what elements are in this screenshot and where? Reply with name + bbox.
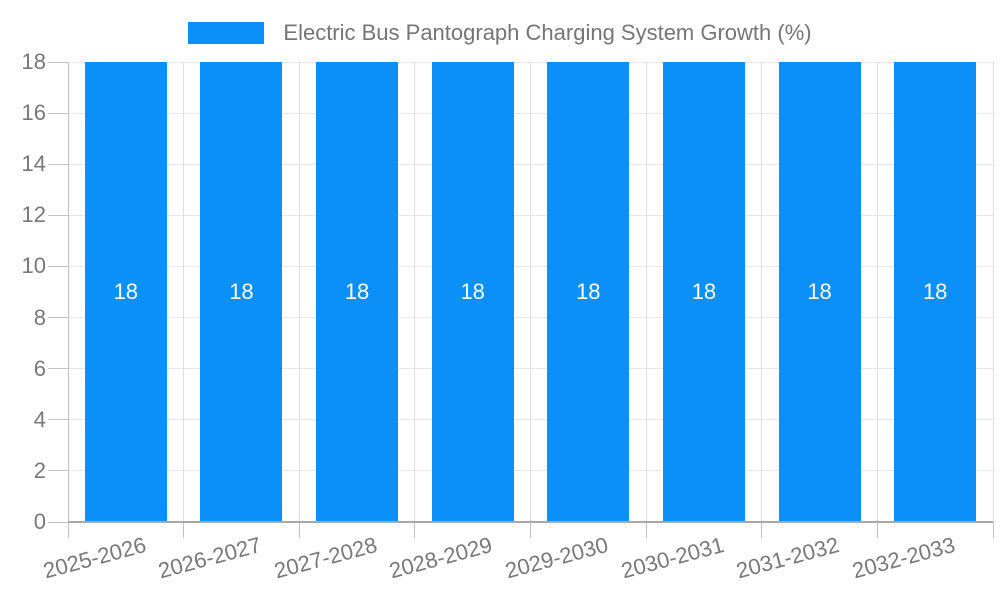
y-tick-label: 8 — [33, 304, 46, 330]
gridline-vertical — [761, 62, 763, 522]
x-tick-mark — [530, 522, 531, 538]
bar-value-label: 18 — [460, 279, 485, 304]
bar-value-label: 18 — [922, 279, 948, 304]
bar[interactable]: 18 — [662, 62, 745, 522]
y-tick-mark — [48, 163, 68, 165]
x-tick-mark — [876, 522, 878, 538]
gridline-vertical — [530, 62, 531, 522]
y-axis-line — [67, 62, 69, 522]
x-tick-label: 2032-2033 — [849, 532, 958, 584]
y-tick-label: 12 — [21, 202, 46, 228]
gridline-vertical — [183, 62, 185, 522]
legend-label: Electric Bus Pantograph Charging System … — [283, 20, 812, 45]
bar[interactable]: 18 — [316, 62, 399, 522]
y-tick-mark — [48, 265, 68, 267]
bar-value-label: 18 — [229, 279, 254, 304]
x-tick-label: 2030-2031 — [618, 532, 727, 584]
y-tick-label: 14 — [21, 151, 46, 177]
gridline-vertical — [414, 62, 416, 522]
bar-value-label: 18 — [576, 279, 601, 304]
x-tick-label: 2026-2027 — [155, 532, 264, 584]
x-tick-label: 2027-2028 — [271, 532, 380, 584]
y-tick-mark — [48, 61, 68, 63]
x-tick-label: 2025-2026 — [40, 532, 149, 584]
y-tick-mark — [48, 521, 68, 523]
y-tick-mark — [48, 317, 68, 319]
gridline-vertical — [298, 62, 300, 522]
x-tick-mark — [414, 522, 416, 538]
bar-value-label: 18 — [113, 279, 139, 304]
y-tick-label: 6 — [33, 355, 46, 381]
x-axis-line — [68, 521, 993, 523]
y-tick-mark — [48, 470, 68, 472]
bar[interactable]: 18 — [431, 62, 514, 522]
x-tick-mark — [645, 522, 647, 538]
y-tick-mark — [48, 214, 68, 216]
y-tick-label: 10 — [21, 253, 46, 279]
y-tick-mark — [48, 419, 68, 421]
bar[interactable]: 18 — [778, 62, 861, 522]
x-tick-mark — [761, 522, 763, 538]
y-tick-mark — [48, 112, 68, 114]
bar[interactable]: 18 — [200, 62, 283, 522]
y-tick-label: 4 — [33, 406, 46, 432]
bar[interactable]: 18 — [547, 62, 630, 522]
bar-value-label: 18 — [344, 279, 370, 304]
x-tick-mark — [992, 522, 994, 538]
gridline-vertical — [876, 62, 878, 522]
x-tick-mark — [298, 522, 300, 538]
x-tick-mark — [67, 522, 69, 538]
y-tick-label: 2 — [33, 457, 46, 483]
gridline-vertical — [645, 62, 647, 522]
bar[interactable]: 18 — [894, 62, 977, 522]
x-tick-label: 2029-2030 — [502, 532, 611, 584]
y-tick-label: 0 — [33, 509, 46, 534]
bar[interactable]: 18 — [84, 62, 167, 522]
legend-swatch — [188, 22, 265, 44]
y-tick-label: 16 — [21, 100, 46, 126]
x-tick-mark — [183, 522, 185, 538]
y-tick-mark — [48, 368, 68, 370]
x-tick-label: 2031-2032 — [733, 532, 843, 584]
x-tick-label: 2028-2029 — [387, 532, 496, 584]
bar-value-label: 18 — [807, 279, 832, 304]
y-tick-label: 18 — [21, 49, 46, 74]
legend-item[interactable]: Electric Bus Pantograph Charging System … — [0, 20, 1000, 46]
gridline-vertical — [992, 62, 994, 522]
bar-value-label: 18 — [691, 279, 717, 304]
